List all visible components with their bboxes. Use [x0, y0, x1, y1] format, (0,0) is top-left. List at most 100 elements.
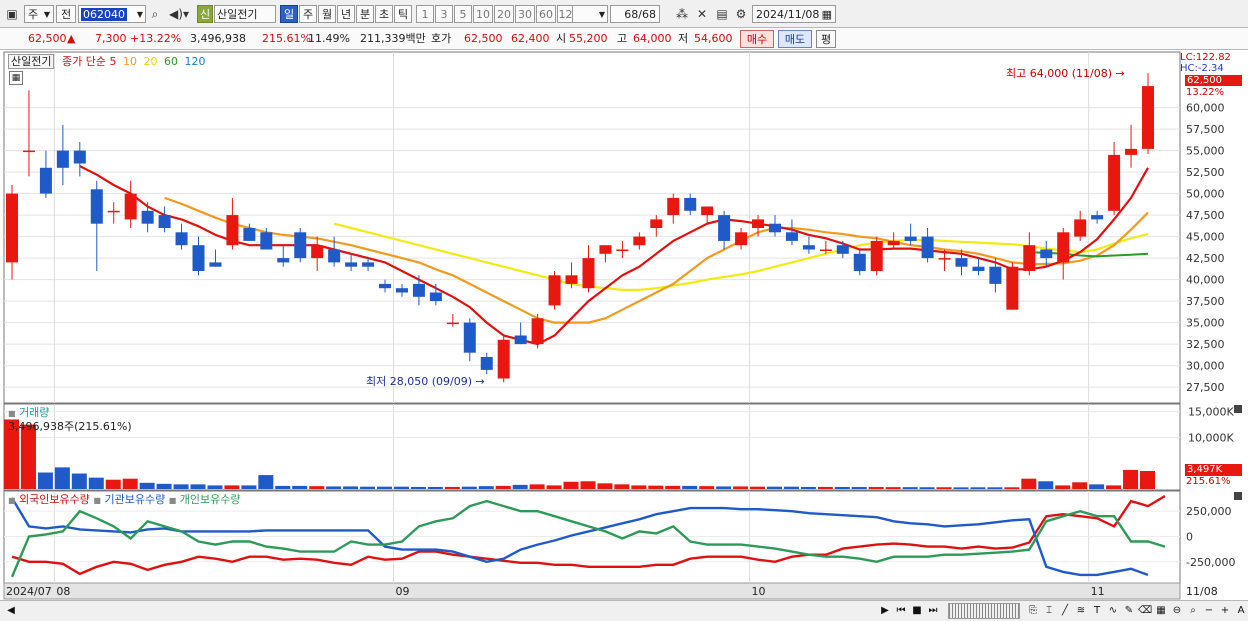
- candle-count-input[interactable]: 68/68: [610, 5, 660, 23]
- credit-badge: 신: [197, 5, 213, 23]
- volume-bar: [377, 486, 393, 489]
- grid-icon[interactable]: ▦: [1156, 604, 1166, 616]
- sell-button[interactable]: 매도: [778, 30, 812, 48]
- candle-body: [328, 249, 341, 263]
- volume-bar: [139, 482, 155, 489]
- ma10-line: [164, 196, 1149, 324]
- period-tab-5[interactable]: 초: [375, 5, 393, 23]
- legend-ma60: 60: [163, 55, 178, 68]
- minus-icon[interactable]: −: [1204, 604, 1214, 616]
- plus-icon[interactable]: +: [1220, 604, 1230, 616]
- ruler-icon[interactable]: ⌶: [1046, 604, 1052, 616]
- volume-bar: [1123, 469, 1139, 489]
- volume-bar: [529, 484, 545, 489]
- stock-code-input[interactable]: 062040: [81, 7, 127, 21]
- calendar-icon[interactable]: ▦: [821, 7, 832, 21]
- fib-icon[interactable]: ≋: [1076, 604, 1086, 616]
- zoom-slider[interactable]: [948, 603, 1020, 619]
- price-tick-label: 37,500: [1186, 295, 1225, 308]
- volume-bar: [750, 486, 766, 489]
- low-price: 54,600: [694, 32, 733, 45]
- x-tick-label: 09: [395, 585, 409, 598]
- interval-custom-input[interactable]: ▼: [572, 5, 608, 23]
- speaker-icon[interactable]: ◀)▾: [169, 7, 189, 21]
- wave-icon[interactable]: ∿: [1108, 604, 1118, 616]
- candle-body: [107, 210, 120, 213]
- tools-icon[interactable]: ⁂: [676, 7, 688, 21]
- current-price: 62,500: [28, 32, 67, 45]
- candle-body: [158, 215, 171, 228]
- stop-icon[interactable]: ■: [912, 604, 922, 616]
- foreign-holding-line: [11, 494, 1166, 576]
- stock-code-field[interactable]: 062040 ▼: [78, 5, 146, 23]
- chart-type-icon[interactable]: ▣: [6, 7, 18, 21]
- zoom-out-icon[interactable]: ⊖: [1172, 604, 1182, 616]
- volume-bar: [682, 485, 698, 489]
- interval-tab-20[interactable]: 20: [494, 5, 514, 23]
- bid-label: 호가: [431, 32, 452, 45]
- copy-icon[interactable]: ⎘: [1029, 604, 1037, 616]
- close-panel-icon[interactable]: [1234, 492, 1242, 500]
- period-tab-4[interactable]: 분: [356, 5, 374, 23]
- period-tab-3[interactable]: 년: [337, 5, 355, 23]
- font-icon[interactable]: A: [1237, 604, 1245, 616]
- line-icon[interactable]: ╱: [1061, 604, 1069, 616]
- candle-body: [1040, 249, 1053, 259]
- legend-stock-name[interactable]: 산일전기: [8, 54, 55, 69]
- pen-icon[interactable]: ✎: [1124, 604, 1134, 616]
- scroll-left-icon[interactable]: ◀: [7, 604, 15, 616]
- price-tick-label: 50,000: [1186, 188, 1225, 201]
- candle-body: [1108, 154, 1121, 211]
- volume-bar: [427, 486, 443, 489]
- holdings-lines: [10, 494, 1166, 578]
- grid: [3, 51, 1181, 600]
- first-icon[interactable]: ⏮: [896, 604, 906, 616]
- period-tab-1[interactable]: 주: [299, 5, 317, 23]
- hold-tick-label: -250,000: [1186, 556, 1235, 569]
- table-icon[interactable]: ▦: [9, 71, 23, 85]
- interval-tab-30[interactable]: 30: [515, 5, 535, 23]
- close-panel-icon[interactable]: [1234, 405, 1242, 413]
- last-icon[interactable]: ⏭: [928, 604, 938, 616]
- prev-button[interactable]: 전: [56, 5, 76, 23]
- interval-tab-1[interactable]: 1: [416, 5, 434, 23]
- eraser-icon[interactable]: ⌫: [1137, 604, 1153, 616]
- candle-body: [921, 236, 934, 259]
- gear-icon[interactable]: ⚙: [735, 7, 747, 21]
- interval-tab-3[interactable]: 3: [435, 5, 453, 23]
- candle-body: [616, 249, 629, 251]
- eval-button[interactable]: 평: [816, 30, 836, 48]
- volume-bar: [699, 486, 715, 489]
- date-value: 2024/11/08: [756, 7, 820, 21]
- period-tab-0[interactable]: 일: [280, 5, 298, 23]
- stock-name: 산일전기: [214, 5, 276, 23]
- buy-button[interactable]: 매수: [740, 30, 774, 48]
- interval-tab-5[interactable]: 5: [454, 5, 472, 23]
- interval-tab-10[interactable]: 10: [473, 5, 493, 23]
- period-tab-6[interactable]: 틱: [394, 5, 412, 23]
- interval-tab-60[interactable]: 60: [536, 5, 556, 23]
- search-icon[interactable]: ⌕: [151, 6, 159, 21]
- volume-bar: [953, 487, 969, 489]
- period-tab-2[interactable]: 월: [318, 5, 336, 23]
- volume-bar: [597, 483, 613, 489]
- magnify-icon[interactable]: ⌕: [1190, 604, 1196, 616]
- volume-bar: [478, 486, 494, 489]
- save-icon[interactable]: ▤: [716, 7, 728, 21]
- volume-bar: [766, 486, 782, 489]
- volume-bar: [716, 486, 732, 489]
- candle-body: [379, 283, 392, 289]
- scroll-right-icon[interactable]: ▶: [881, 604, 889, 616]
- x-tick-label: 11/08: [1186, 585, 1218, 598]
- chevron-down-icon[interactable]: ▼: [598, 9, 605, 19]
- axis-labels: 27,500 30,000 32,500 35,000 37,500 40,000 42,5…: [6, 102, 1235, 598]
- text-icon[interactable]: T: [1093, 604, 1101, 616]
- candle-body: [294, 232, 307, 259]
- date-picker[interactable]: 2024/11/08 ▦: [752, 5, 836, 23]
- volume-bar: [1021, 478, 1037, 489]
- chevron-down-icon[interactable]: ▼: [136, 9, 143, 19]
- candle-body: [90, 189, 103, 224]
- market-select[interactable]: 주 ▼: [24, 5, 54, 23]
- candle-body: [1142, 86, 1154, 149]
- crosshair-icon[interactable]: ✕: [696, 7, 708, 21]
